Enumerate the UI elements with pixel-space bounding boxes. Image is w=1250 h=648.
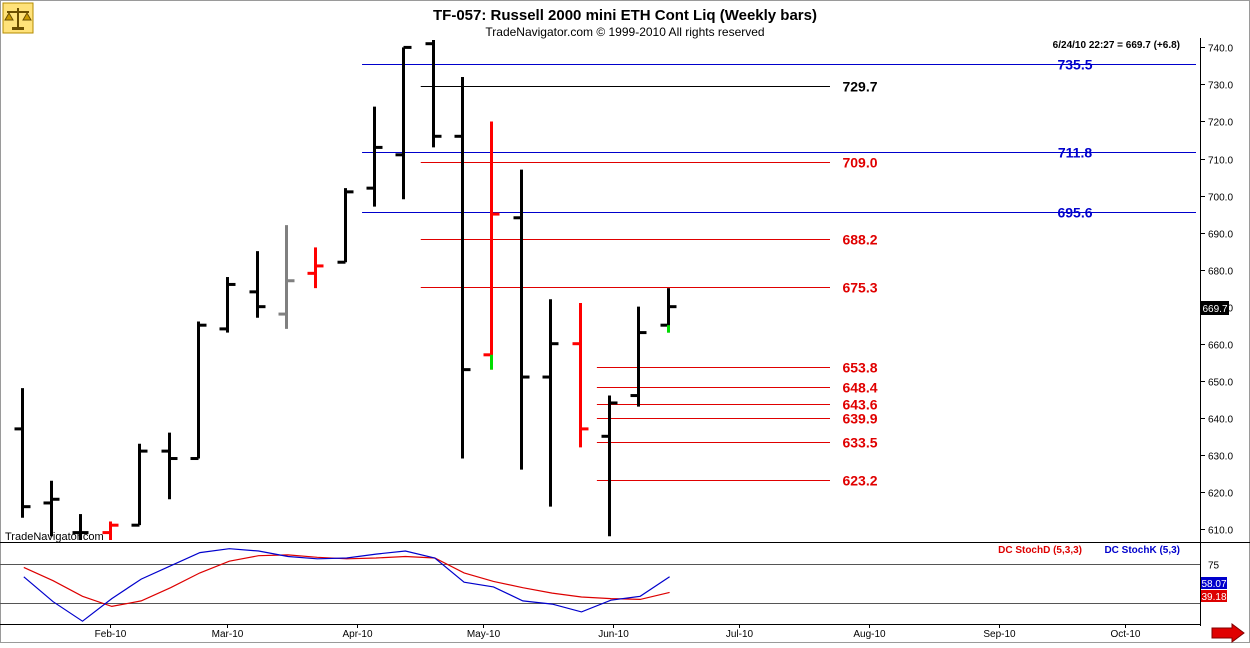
y-tick-label-8: 660.0	[1208, 341, 1233, 352]
stoch-series-1	[23, 548, 670, 622]
x-tick-label-4: Jun-10	[598, 629, 629, 640]
scales-logo-icon[interactable]	[2, 2, 34, 34]
level-label-10: 639.9	[842, 411, 877, 427]
level-label-1: 729.7	[842, 79, 877, 95]
x-tick-label-1: Mar-10	[212, 629, 244, 640]
ohlc-bar-10	[307, 247, 324, 289]
ohlc-bar-7	[219, 277, 236, 333]
stoch-k-value-tag: 58.07	[1201, 577, 1227, 590]
legend-stoch-k: DC StochK (5,3)	[1104, 545, 1180, 556]
ohlc-bar-17	[513, 169, 530, 470]
watermark-text: TradeNavigator.com	[5, 531, 104, 543]
ohlc-bar-8	[249, 251, 266, 318]
x-tick-label-0: Feb-10	[95, 629, 127, 640]
last-price-label: 669.7	[1202, 304, 1227, 315]
x-tick-label-3: May-10	[467, 629, 501, 640]
ohlc-bar-2	[72, 514, 89, 540]
x-tick-label-5: Jul-10	[726, 629, 754, 640]
level-label-12: 623.2	[842, 473, 877, 489]
stoch-tick-label-0: 75	[1208, 561, 1220, 572]
scroll-right-arrow-icon[interactable]	[1211, 623, 1245, 643]
y-tick-label-12: 620.0	[1208, 489, 1233, 500]
price-bars	[14, 40, 677, 540]
ohlc-bar-18	[542, 299, 559, 507]
level-label-0: 735.5	[1057, 57, 1092, 73]
levels-layer: 735.5 729.7 711.8 709.0 695.6 688.2 675.3 653.8…	[362, 57, 1196, 489]
level-label-8: 648.4	[842, 380, 877, 396]
ohlc-bar-0	[14, 388, 31, 518]
y-tick-label-5: 690.0	[1208, 230, 1233, 241]
legend-stoch-d: DC StochD (5,3,3)	[998, 545, 1082, 556]
level-label-3: 709.0	[842, 155, 877, 171]
last-price-tag: 669.7	[1201, 301, 1229, 315]
y-tick-label-11: 630.0	[1208, 452, 1233, 463]
quote-line: 6/24/10 22:27 = 669.7 (+6.8)	[1053, 40, 1180, 51]
level-label-4: 695.6	[1057, 205, 1092, 221]
ohlc-bar-5	[161, 432, 178, 500]
y-tick-label-4: 700.0	[1208, 193, 1233, 204]
ohlc-bar-19	[572, 302, 589, 448]
time-axis: Feb-10 Mar-10 Apr-10 May-10 Jun-10 Jul-10 Aug-…	[95, 624, 1141, 640]
ohlc-bar-1	[43, 480, 60, 537]
ohlc-bar-3	[102, 521, 119, 540]
ohlc-bar-12	[366, 106, 383, 207]
chart-title: TF-057: Russell 2000 mini ETH Cont Liq (…	[433, 7, 817, 24]
level-label-11: 633.5	[842, 435, 877, 451]
y-tick-label-3: 710.0	[1208, 156, 1233, 167]
ohlc-bar-13	[395, 45, 412, 200]
level-label-5: 688.2	[842, 232, 877, 248]
copyright-text: TradeNavigator.com © 1999-2010 All right…	[485, 25, 764, 39]
stochastic-panel: 75	[0, 548, 1220, 622]
x-tick-label-6: Aug-10	[853, 629, 886, 640]
ohlc-bar-9	[278, 225, 295, 329]
y-tick-label-1: 730.0	[1208, 81, 1233, 92]
ohlc-bar-11	[337, 188, 354, 264]
y-tick-label-2: 720.0	[1208, 118, 1233, 129]
y-tick-label-9: 650.0	[1208, 378, 1233, 389]
level-label-6: 675.3	[842, 280, 877, 296]
y-tick-label-13: 610.0	[1208, 526, 1233, 537]
ohlc-bar-6	[190, 321, 207, 461]
stoch-d-value: 39.18	[1201, 592, 1226, 603]
stoch-d-value-tag: 39.18	[1201, 590, 1227, 603]
y-tick-label-6: 680.0	[1208, 267, 1233, 278]
ohlc-bar-15	[454, 77, 471, 459]
ohlc-bar-21	[630, 306, 647, 407]
stoch-series-0	[23, 554, 670, 608]
y-tick-label-0: 740.0	[1208, 44, 1233, 55]
x-tick-label-7: Sep-10	[983, 629, 1016, 640]
ohlc-bar-20	[601, 395, 618, 537]
ohlc-bar-4	[131, 443, 148, 527]
ohlc-bar-14	[425, 40, 442, 148]
x-tick-label-8: Oct-10	[1110, 629, 1140, 640]
x-tick-label-2: Apr-10	[342, 629, 372, 640]
level-label-2: 711.8	[1058, 145, 1092, 161]
level-label-9: 643.6	[842, 397, 877, 413]
level-label-7: 653.8	[842, 360, 877, 376]
stoch-k-value: 58.07	[1201, 579, 1226, 590]
y-tick-label-10: 640.0	[1208, 415, 1233, 426]
